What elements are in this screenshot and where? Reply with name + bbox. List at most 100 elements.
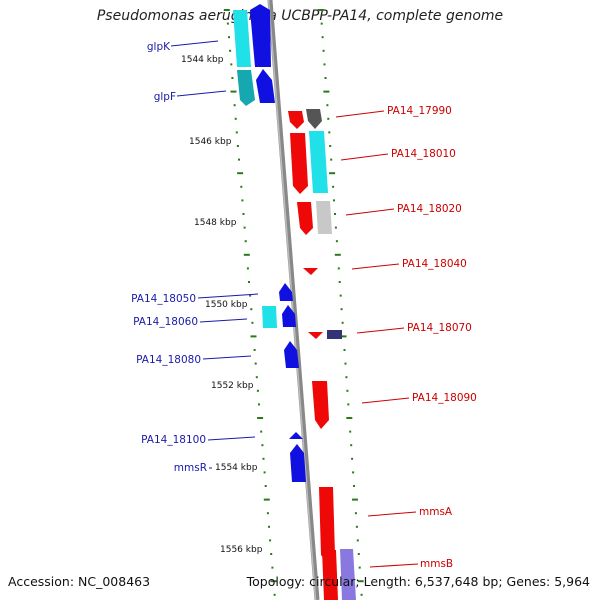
gene-PA14_18020-partner-block[interactable]	[316, 201, 332, 234]
gene-label-glpF[interactable]: glpF	[154, 91, 176, 103]
gene-label-mmsR[interactable]: mmsR	[174, 462, 207, 474]
scale-tick	[273, 593, 276, 596]
scale-tick	[234, 117, 237, 120]
scale-tick	[264, 485, 267, 487]
scale-tick	[236, 145, 239, 147]
scale-tick	[238, 158, 240, 161]
scale-tick	[271, 566, 274, 569]
scale-tick	[243, 226, 246, 229]
scale-tick	[262, 457, 265, 460]
gene-label-PA14_17990[interactable]: PA14_17990	[387, 105, 452, 117]
leader-line-PA14_18050	[197, 293, 259, 299]
accession-text: Accession: NC_008463	[8, 574, 151, 589]
gene-mmsA-block[interactable]	[319, 487, 335, 563]
leader-line-PA14_17990	[335, 110, 385, 118]
scale-tick	[357, 580, 364, 583]
gene-glpK-block[interactable]	[250, 4, 271, 67]
gene-PA14_17990-partner-block[interactable]	[306, 109, 322, 129]
gene-label-PA14_18080[interactable]: PA14_18080	[136, 354, 201, 366]
scale-tick	[248, 281, 250, 283]
gene-label-mmsA[interactable]: mmsA	[419, 506, 453, 518]
gene-label-PA14_18040[interactable]: PA14_18040	[402, 258, 467, 270]
scale-tick	[249, 294, 252, 297]
scale-tick	[356, 539, 359, 542]
scale-tick	[345, 376, 348, 379]
gene-PA14_17990-block[interactable]	[288, 111, 304, 129]
gene-PA14_18080-block[interactable]	[284, 341, 299, 368]
genes-left-strand	[233, 4, 306, 482]
scale-tick	[346, 417, 353, 419]
gene-label-mmsB[interactable]: mmsB	[420, 558, 453, 570]
gene-glpF-block[interactable]	[256, 69, 275, 103]
gene-PA14_18040-block[interactable]	[303, 268, 318, 275]
gene-PA14_18090-block[interactable]	[312, 381, 329, 429]
leader-line-glpK	[170, 40, 219, 47]
leader-line-PA14_18020	[345, 208, 395, 216]
leader-line-mmsA	[367, 511, 417, 517]
scale-tick	[333, 199, 335, 202]
left-leader-lines	[170, 40, 259, 469]
scale-tick	[340, 308, 343, 311]
scale-tick	[321, 36, 324, 39]
scale-tick	[268, 525, 270, 528]
scale-tick	[352, 498, 358, 501]
scale-tick	[269, 539, 272, 542]
gene-PA14_18060-block[interactable]	[262, 306, 277, 328]
scale-tick	[327, 117, 330, 120]
leader-line-PA14_18080	[202, 355, 252, 360]
gene-PA14_18020-block[interactable]	[297, 202, 313, 235]
leader-line-PA14_18070	[356, 327, 405, 334]
gene-PA14_18070-partner-block[interactable]	[327, 330, 342, 339]
gene-label-glpK[interactable]: glpK	[147, 41, 171, 53]
scale-label-1548: 1548 kbp	[194, 218, 237, 228]
scale-tick	[343, 349, 346, 351]
genes-right-strand	[288, 109, 356, 600]
scale-tick	[323, 90, 330, 93]
scale-tick	[334, 253, 341, 256]
scale-tick	[326, 104, 329, 107]
scale-tick	[360, 593, 363, 596]
scale-tick	[358, 566, 361, 569]
gene-label-PA14_18010[interactable]: PA14_18010	[391, 148, 456, 160]
scale-tick	[349, 430, 352, 433]
scale-tick	[266, 512, 269, 515]
gene-PA14_18060-arrow-block[interactable]	[282, 305, 296, 327]
gene-label-PA14_18060[interactable]: PA14_18060	[133, 316, 198, 328]
gene-PA14_18070-block[interactable]	[308, 332, 323, 339]
scale-tick	[340, 335, 347, 338]
scale-tick	[257, 417, 264, 419]
scale-tick	[260, 430, 263, 433]
gene-PA14_18010-block[interactable]	[290, 133, 308, 194]
gene-PA14_18050-block[interactable]	[279, 283, 293, 301]
gene-label-PA14_18020[interactable]: PA14_18020	[397, 203, 462, 215]
gene-mmsB-block[interactable]	[322, 550, 338, 600]
gene-glpF-partner-block[interactable]	[237, 70, 255, 106]
scale-tick	[223, 9, 230, 11]
gene-label-PA14_18100[interactable]: PA14_18100	[141, 434, 206, 446]
gene-mmsR-block[interactable]	[290, 444, 306, 482]
scale-tick	[328, 131, 331, 134]
gene-label-PA14_18090[interactable]: PA14_18090	[412, 392, 477, 404]
scale-tick	[357, 553, 360, 555]
scale-tick	[251, 321, 254, 324]
leader-line-PA14_18060	[199, 318, 248, 323]
gene-PA14_18100-block[interactable]	[289, 432, 303, 439]
map-title: Pseudomonas aeruginosa UCBPP-PA14, compl…	[96, 8, 504, 24]
gene-glpK-partner-block[interactable]	[233, 10, 251, 67]
gene-mmsB-partner-block[interactable]	[340, 549, 356, 600]
scale-tick	[230, 63, 233, 66]
gene-label-PA14_18070[interactable]: PA14_18070	[407, 322, 472, 334]
scale-tick	[346, 389, 349, 392]
scale-tick	[228, 36, 230, 39]
gene-PA14_18010-partner-block[interactable]	[309, 131, 328, 193]
genome-backbone	[267, 0, 320, 600]
scale-tick	[339, 294, 342, 297]
scale-tick	[230, 90, 237, 93]
leader-line-mmsB	[369, 563, 419, 568]
scale-tick	[250, 308, 253, 311]
scale-tick	[254, 362, 257, 365]
leader-line-PA14_18090	[361, 397, 410, 404]
gene-label-PA14_18050[interactable]: PA14_18050	[131, 293, 196, 305]
